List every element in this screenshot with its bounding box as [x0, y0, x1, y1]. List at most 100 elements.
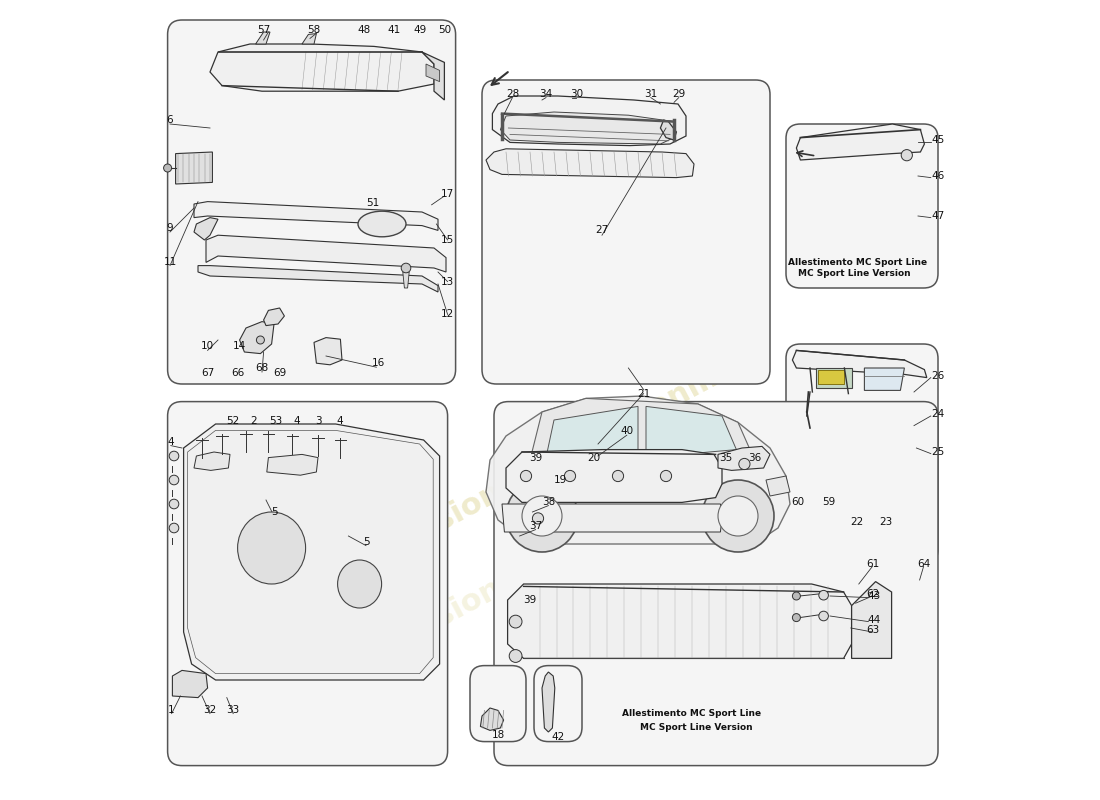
Ellipse shape: [238, 512, 306, 584]
Text: Allestimento MC Sport Line: Allestimento MC Sport Line: [788, 258, 926, 267]
Polygon shape: [718, 446, 770, 470]
Polygon shape: [206, 235, 446, 272]
Text: 59: 59: [822, 498, 835, 507]
FancyBboxPatch shape: [534, 666, 582, 742]
Polygon shape: [267, 454, 318, 475]
Polygon shape: [184, 424, 440, 680]
Text: 2: 2: [251, 416, 257, 426]
Text: 1: 1: [168, 706, 175, 715]
Circle shape: [506, 480, 578, 552]
FancyBboxPatch shape: [786, 580, 875, 660]
Polygon shape: [546, 406, 638, 458]
Text: Allestimento MC Sport Line: Allestimento MC Sport Line: [621, 709, 761, 718]
Polygon shape: [542, 672, 554, 732]
Circle shape: [792, 592, 801, 600]
Polygon shape: [486, 396, 790, 544]
Text: 52: 52: [227, 416, 240, 426]
Text: 41: 41: [387, 25, 400, 34]
Polygon shape: [302, 34, 317, 44]
Text: 25: 25: [932, 447, 945, 457]
Circle shape: [520, 470, 531, 482]
Circle shape: [169, 475, 179, 485]
Polygon shape: [426, 64, 440, 82]
Text: 45: 45: [932, 135, 945, 145]
Polygon shape: [255, 32, 270, 44]
Circle shape: [564, 470, 575, 482]
Polygon shape: [422, 52, 444, 100]
Text: 51: 51: [366, 198, 379, 208]
Ellipse shape: [338, 560, 382, 608]
Text: 4: 4: [167, 438, 174, 447]
Circle shape: [256, 336, 264, 344]
FancyBboxPatch shape: [786, 124, 938, 288]
Text: 6: 6: [167, 115, 174, 125]
Circle shape: [532, 513, 543, 524]
Text: 63: 63: [866, 625, 879, 634]
Polygon shape: [506, 450, 722, 502]
Text: 31: 31: [645, 89, 658, 98]
Text: 16: 16: [372, 358, 385, 368]
Text: 30: 30: [570, 89, 583, 98]
Text: 11: 11: [164, 258, 177, 267]
Polygon shape: [210, 44, 434, 91]
Text: 13: 13: [441, 277, 454, 286]
Text: 20: 20: [587, 453, 601, 462]
Polygon shape: [796, 124, 924, 160]
Circle shape: [739, 458, 750, 470]
Polygon shape: [198, 266, 438, 292]
Text: 32: 32: [204, 706, 217, 715]
FancyBboxPatch shape: [167, 20, 455, 384]
Text: 66: 66: [231, 368, 244, 378]
Text: 68: 68: [255, 363, 268, 373]
Circle shape: [792, 614, 801, 622]
Polygon shape: [502, 504, 722, 532]
Text: 26: 26: [932, 371, 945, 381]
Polygon shape: [194, 202, 438, 230]
Text: 33: 33: [227, 706, 240, 715]
FancyBboxPatch shape: [494, 402, 938, 766]
Polygon shape: [865, 368, 904, 390]
Polygon shape: [816, 368, 853, 388]
Polygon shape: [486, 149, 694, 178]
Text: 21: 21: [637, 389, 650, 398]
Text: 57: 57: [257, 25, 271, 34]
Polygon shape: [481, 708, 504, 730]
Polygon shape: [660, 120, 676, 140]
Polygon shape: [493, 96, 686, 146]
Text: 53: 53: [270, 416, 283, 426]
Text: 58: 58: [307, 25, 320, 34]
Polygon shape: [314, 338, 342, 365]
Polygon shape: [403, 272, 409, 288]
Text: 42: 42: [551, 732, 564, 742]
Text: 22: 22: [850, 517, 864, 526]
Polygon shape: [818, 370, 845, 384]
Polygon shape: [500, 112, 674, 144]
FancyBboxPatch shape: [482, 80, 770, 384]
Circle shape: [169, 523, 179, 533]
Text: a passion for parts online: a passion for parts online: [349, 444, 751, 676]
Text: 34: 34: [539, 89, 552, 98]
Circle shape: [818, 590, 828, 600]
Polygon shape: [194, 452, 230, 470]
Text: 4: 4: [337, 416, 343, 426]
Text: 44: 44: [868, 615, 881, 625]
Polygon shape: [264, 308, 285, 326]
Polygon shape: [766, 476, 790, 496]
Text: 39: 39: [524, 595, 537, 605]
Circle shape: [169, 499, 179, 509]
Text: a passion for parts online: a passion for parts online: [349, 348, 751, 580]
FancyBboxPatch shape: [470, 666, 526, 742]
Text: 38: 38: [542, 498, 556, 507]
Polygon shape: [507, 584, 851, 658]
Circle shape: [509, 615, 522, 628]
Text: 4: 4: [293, 416, 299, 426]
Circle shape: [718, 496, 758, 536]
Polygon shape: [792, 350, 927, 378]
Text: 62: 62: [866, 589, 879, 598]
Text: 60: 60: [791, 498, 804, 507]
Circle shape: [818, 611, 828, 621]
Text: 67: 67: [201, 368, 214, 378]
FancyBboxPatch shape: [786, 344, 938, 564]
Text: 19: 19: [553, 475, 566, 485]
Circle shape: [660, 470, 672, 482]
